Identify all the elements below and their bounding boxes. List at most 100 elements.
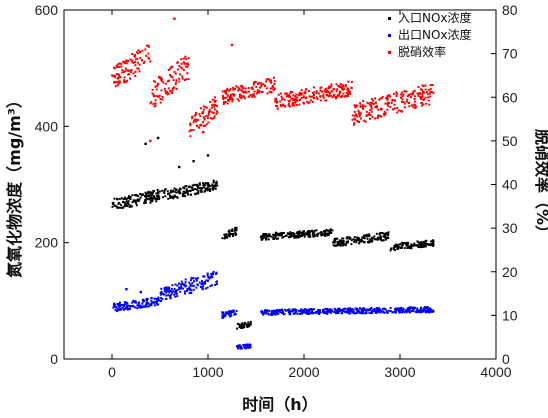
data-point (396, 92, 399, 95)
data-point (324, 232, 327, 235)
data-point (159, 76, 162, 79)
data-point (386, 95, 389, 98)
data-point (352, 309, 355, 312)
data-point (334, 95, 337, 98)
data-point (176, 295, 179, 298)
data-point (185, 188, 188, 191)
data-point (169, 67, 172, 70)
data-point (329, 311, 332, 314)
data-point (368, 311, 371, 314)
data-point (210, 276, 213, 278)
data-point (270, 81, 273, 84)
data-point (336, 240, 339, 243)
data-point (261, 235, 264, 237)
data-point (126, 79, 129, 82)
data-point (297, 236, 300, 239)
data-point (365, 110, 368, 113)
data-point (116, 307, 119, 310)
data-point (399, 307, 402, 310)
data-point (123, 79, 126, 82)
data-point (150, 304, 153, 307)
data-point (421, 242, 424, 245)
data-point (319, 99, 322, 102)
data-point (294, 100, 297, 103)
data-point (389, 105, 392, 108)
data-point (355, 105, 358, 108)
data-point (332, 88, 335, 91)
data-point (302, 96, 305, 99)
data-point (134, 58, 137, 61)
data-point (421, 309, 424, 312)
data-point (364, 312, 367, 315)
data-point (301, 234, 304, 236)
data-point (310, 95, 313, 98)
data-point (371, 98, 374, 100)
data-point (116, 198, 119, 201)
data-point (144, 201, 147, 204)
data-point (356, 311, 359, 313)
data-point (113, 204, 116, 207)
data-point (430, 90, 433, 93)
data-point (399, 309, 402, 311)
data-point (419, 246, 422, 249)
data-point (383, 233, 386, 236)
data-point (334, 245, 337, 247)
data-point (422, 103, 425, 106)
data-point (361, 236, 364, 239)
data-point (135, 204, 138, 207)
data-point (303, 235, 306, 238)
data-point (268, 90, 271, 93)
data-point (398, 309, 401, 312)
data-point (240, 345, 243, 348)
data-point (341, 87, 344, 90)
data-point (201, 111, 204, 114)
data-point (300, 235, 303, 238)
data-point (358, 114, 361, 116)
data-point (287, 104, 290, 107)
data-point (270, 313, 273, 316)
data-point (183, 194, 185, 197)
data-point-outlier (202, 131, 205, 134)
data-point (206, 272, 209, 275)
data-point (265, 311, 268, 314)
data-point (194, 188, 196, 191)
data-point (124, 301, 127, 304)
data-point (114, 85, 117, 88)
data-point (401, 100, 403, 103)
data-point (377, 114, 380, 117)
data-point (181, 193, 184, 196)
data-point (171, 87, 174, 90)
data-point (416, 307, 419, 310)
data-point (405, 90, 408, 93)
data-point (321, 233, 324, 236)
data-point (142, 298, 145, 301)
data-point (365, 310, 368, 313)
y-right-tick-label: 80 (502, 2, 518, 18)
data-point (114, 306, 117, 309)
data-point (289, 95, 291, 98)
data-point (144, 191, 147, 194)
data-point (155, 195, 158, 198)
data-point (161, 98, 164, 101)
data-point (338, 85, 341, 88)
data-point (283, 104, 286, 107)
data-point (328, 230, 331, 233)
data-point (332, 244, 335, 247)
data-point (179, 290, 182, 293)
data-point (358, 111, 361, 114)
data-point (126, 204, 129, 207)
data-point (335, 237, 338, 240)
data-point (266, 92, 269, 95)
data-point (200, 283, 203, 286)
data-point (207, 114, 210, 117)
data-point (361, 310, 363, 313)
data-point (124, 204, 127, 207)
data-point (210, 284, 213, 287)
data-point (258, 91, 260, 94)
data-point (383, 311, 386, 314)
data-point (117, 77, 120, 79)
data-point (208, 184, 210, 187)
data-point (163, 290, 166, 293)
data-point (374, 106, 377, 108)
data-point (173, 288, 176, 290)
